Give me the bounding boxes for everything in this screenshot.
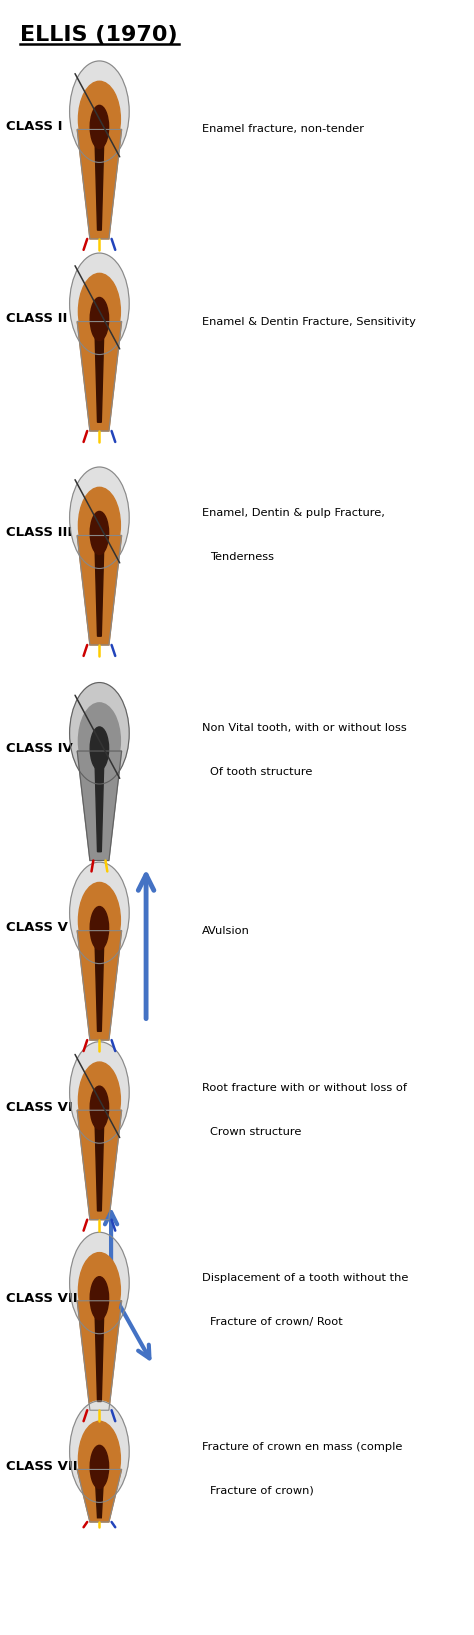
Text: Root fracture with or without loss of: Root fracture with or without loss of xyxy=(202,1082,407,1092)
Text: Tenderness: Tenderness xyxy=(210,553,274,562)
Ellipse shape xyxy=(78,1063,120,1138)
Text: Enamel fracture, non-tender: Enamel fracture, non-tender xyxy=(202,124,364,134)
Polygon shape xyxy=(77,129,122,239)
Polygon shape xyxy=(77,750,122,860)
Text: Fracture of crown/ Root: Fracture of crown/ Root xyxy=(210,1318,343,1328)
Text: CLASS VIII: CLASS VIII xyxy=(6,1460,82,1473)
Polygon shape xyxy=(94,528,104,636)
Text: Non Vital tooth, with or without loss: Non Vital tooth, with or without loss xyxy=(202,723,407,734)
Ellipse shape xyxy=(70,862,129,963)
Ellipse shape xyxy=(78,487,120,564)
Ellipse shape xyxy=(81,1602,118,1635)
Text: CLASS III: CLASS III xyxy=(6,526,73,540)
Ellipse shape xyxy=(90,105,109,149)
Ellipse shape xyxy=(70,1233,129,1334)
Ellipse shape xyxy=(70,1401,129,1503)
Ellipse shape xyxy=(70,468,129,569)
Polygon shape xyxy=(77,322,122,432)
Polygon shape xyxy=(77,1110,122,1220)
Ellipse shape xyxy=(90,728,109,770)
Text: CLASS V: CLASS V xyxy=(6,922,68,935)
Polygon shape xyxy=(77,930,122,1040)
Text: Of tooth structure: Of tooth structure xyxy=(210,767,313,777)
Ellipse shape xyxy=(90,512,109,554)
Ellipse shape xyxy=(78,1421,120,1498)
Ellipse shape xyxy=(78,273,120,350)
Ellipse shape xyxy=(90,298,109,340)
Text: Enamel, Dentin & pulp Fracture,: Enamel, Dentin & pulp Fracture, xyxy=(202,508,385,518)
Ellipse shape xyxy=(78,82,120,157)
Text: Fracture of crown): Fracture of crown) xyxy=(210,1486,314,1496)
Text: CLASS I: CLASS I xyxy=(6,121,63,134)
Polygon shape xyxy=(94,924,104,1032)
Ellipse shape xyxy=(90,1445,109,1488)
Text: CLASS II: CLASS II xyxy=(6,312,67,325)
Text: Enamel & Dentin Fracture, Sensitivity: Enamel & Dentin Fracture, Sensitivity xyxy=(202,317,416,327)
Text: Fracture of crown en mass (comple: Fracture of crown en mass (comple xyxy=(202,1442,402,1452)
Ellipse shape xyxy=(70,253,129,355)
Ellipse shape xyxy=(70,1041,129,1143)
Text: CLASS IV: CLASS IV xyxy=(6,742,73,755)
Polygon shape xyxy=(94,314,104,422)
Ellipse shape xyxy=(91,1624,108,1635)
Polygon shape xyxy=(94,1462,104,1517)
Polygon shape xyxy=(94,1293,104,1401)
Polygon shape xyxy=(77,536,122,644)
Polygon shape xyxy=(94,1102,104,1212)
Ellipse shape xyxy=(78,1252,120,1329)
Ellipse shape xyxy=(90,906,109,950)
Ellipse shape xyxy=(73,1584,126,1635)
Polygon shape xyxy=(77,1301,122,1411)
Text: Displacement of a tooth without the: Displacement of a tooth without the xyxy=(202,1274,409,1283)
Text: Crown structure: Crown structure xyxy=(210,1127,302,1136)
Ellipse shape xyxy=(78,883,120,958)
Ellipse shape xyxy=(90,1086,109,1130)
Ellipse shape xyxy=(70,682,129,785)
Ellipse shape xyxy=(70,60,129,162)
Text: AVulsion: AVulsion xyxy=(202,925,250,935)
Ellipse shape xyxy=(78,703,120,778)
Polygon shape xyxy=(94,744,104,852)
Text: ELLIS (1970): ELLIS (1970) xyxy=(20,25,178,44)
Polygon shape xyxy=(77,1470,122,1522)
Text: CLASS VII: CLASS VII xyxy=(6,1292,78,1305)
Text: CLASS VI: CLASS VI xyxy=(6,1100,73,1113)
Polygon shape xyxy=(94,123,104,231)
Ellipse shape xyxy=(90,1277,109,1319)
